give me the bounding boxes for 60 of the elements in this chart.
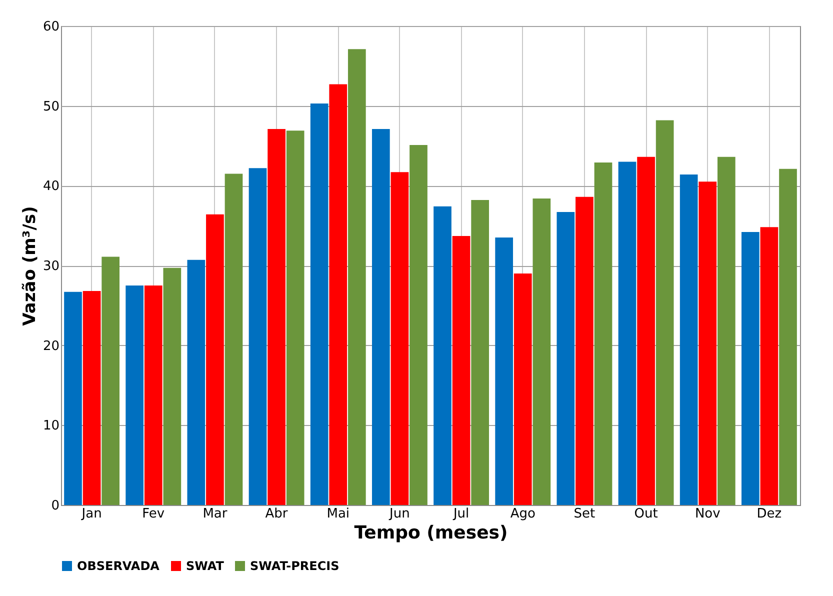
- bar: [495, 238, 514, 505]
- x-tick-label: Dez: [756, 506, 782, 522]
- y-tick-label: 0: [51, 498, 60, 514]
- bar: [514, 273, 532, 505]
- bar: [576, 196, 594, 505]
- x-tick-label: Fev: [142, 506, 165, 522]
- x-tick-label: Ago: [510, 506, 536, 522]
- x-tick-label: Abr: [265, 506, 288, 522]
- x-tick-label: Mai: [326, 506, 350, 522]
- bar: [698, 182, 717, 505]
- bar: [618, 162, 636, 505]
- bar: [556, 212, 575, 505]
- legend-label: SWAT-PRECIS: [250, 559, 340, 573]
- x-tick-label: Jul: [452, 506, 470, 522]
- bar: [717, 156, 736, 505]
- bar: [434, 206, 452, 505]
- bar: [348, 49, 366, 505]
- y-tick-label: 60: [42, 20, 60, 34]
- bar: [268, 128, 286, 505]
- x-tick-label: Out: [634, 506, 658, 522]
- bar: [64, 292, 82, 505]
- bar: [206, 214, 224, 505]
- bar: [680, 174, 698, 505]
- x-tick-label: Set: [574, 506, 596, 522]
- bar: [82, 291, 101, 505]
- bar: [102, 256, 120, 505]
- bar: [144, 285, 162, 505]
- bar: [532, 198, 551, 505]
- bar: [372, 128, 390, 505]
- bar: [594, 162, 612, 505]
- x-tick-label: Nov: [694, 506, 721, 522]
- bar: [187, 260, 206, 505]
- y-tick-label: 50: [42, 99, 60, 114]
- y-tick-label: 10: [42, 418, 60, 434]
- y-tick-label: 30: [42, 259, 60, 274]
- bar: [656, 120, 674, 505]
- x-tick-label: Jun: [388, 506, 410, 522]
- y-axis-title: Vazão (m³/s): [20, 206, 40, 326]
- bar: [163, 268, 182, 505]
- bar: [779, 168, 797, 505]
- bar: [286, 130, 304, 505]
- legend-label: OBSERVADA: [77, 559, 160, 573]
- bar: [741, 232, 760, 505]
- bar: [248, 168, 267, 505]
- x-axis-title: Tempo (meses): [354, 522, 508, 544]
- bar: [637, 156, 655, 505]
- bar: [329, 84, 348, 505]
- bar: [310, 103, 328, 505]
- legend-label: SWAT: [186, 559, 225, 573]
- x-tick-label: Jan: [80, 506, 102, 522]
- x-tick-label: Mar: [202, 506, 228, 522]
- bar: [760, 227, 778, 505]
- bar: [390, 172, 409, 505]
- y-tick-label: 40: [42, 179, 60, 194]
- bar: [410, 144, 428, 505]
- bar: [126, 285, 144, 505]
- y-tick-label: 20: [42, 338, 60, 354]
- bar: [471, 200, 490, 505]
- bar: [224, 174, 243, 505]
- bar: [452, 236, 470, 505]
